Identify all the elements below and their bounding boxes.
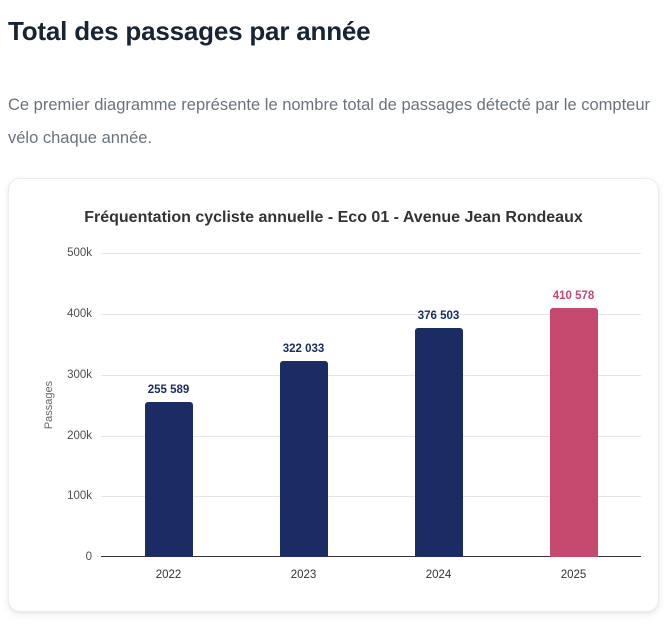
page-title: Total des passages par année [8,16,371,46]
y-axis-tick-label: 0 [85,551,92,564]
y-axis-tick-label: 300k [67,368,92,381]
y-axis-title: Passages [43,381,55,430]
bar-value-label: 255 589 [147,383,190,396]
y-axis-tick-label: 400k [67,307,92,320]
y-axis-tick-label: 100k [67,490,92,503]
bar-value-label: 376 503 [417,310,460,323]
y-axis-tick-label: 200k [67,429,92,442]
bar-2023[interactable] [279,361,328,558]
x-axis-label: 2022 [155,569,182,582]
bar-value-label: 410 578 [552,289,595,302]
plot-area: 0 100k 200k 300k 400k 500k 255 589 2022 322 033 2… [67,247,641,581]
bar-2025[interactable] [549,307,598,558]
chart-card: Fréquentation cycliste annuelle - Eco 01… [8,178,659,613]
x-axis-label: 2023 [290,569,317,582]
x-axis-label: 2025 [560,569,587,582]
gridline [101,435,641,437]
bar-2022[interactable] [144,401,193,558]
bar-2024[interactable] [414,328,463,558]
page: Total des passages par année Ce premier … [0,16,667,613]
y-axis-tick-label: 500k [67,247,92,260]
gridline [101,374,641,376]
gridline [101,496,641,498]
chart-title: Fréquentation cycliste annuelle - Eco 01… [84,209,583,227]
x-axis-label: 2024 [425,569,452,582]
bar-value-label: 322 033 [282,343,325,356]
gridline [101,313,641,315]
gridline [101,253,641,255]
x-axis-line [101,556,641,558]
page-description: Ce premier diagramme représente le nombr… [8,96,651,148]
